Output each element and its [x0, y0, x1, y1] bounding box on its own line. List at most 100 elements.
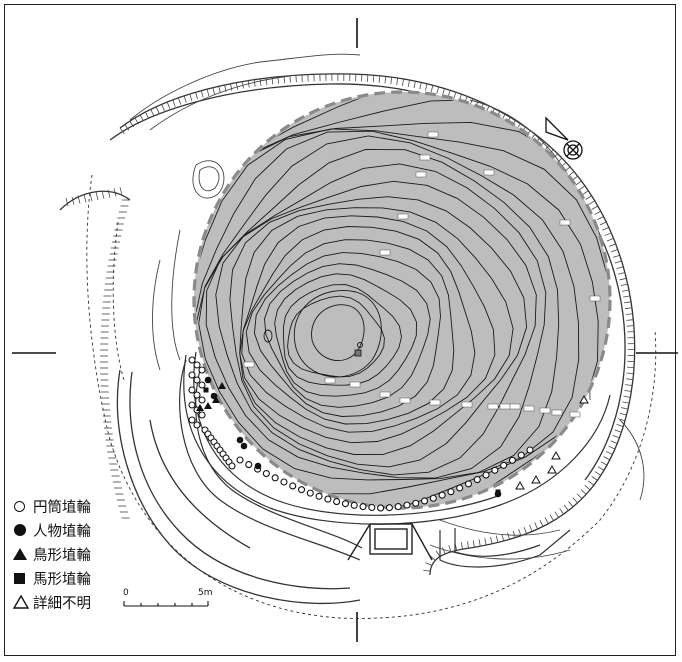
hachure-tick [435, 550, 441, 557]
hachure-tick [575, 180, 582, 186]
bird-haniwa-marker [218, 382, 226, 389]
cylindrical-haniwa-marker [315, 492, 323, 500]
legend: 円筒埴輪 人物埴輪 鳥形埴輪 馬形埴輪 詳細不明 [12, 494, 91, 614]
elevation-label-box [569, 411, 581, 418]
hachure-tick [614, 260, 622, 264]
cylindrical-haniwa-marker [193, 391, 201, 399]
hachure-tick [265, 78, 268, 86]
hachure-tick [625, 384, 633, 386]
elevation-label-box [499, 403, 511, 410]
hachure-tick [597, 466, 605, 471]
hachure-tick [442, 88, 445, 96]
unknown-haniwa-marker [515, 480, 525, 490]
hachure-tick [183, 95, 187, 103]
hachure-tick [139, 114, 144, 122]
cylindrical-haniwa-marker [198, 396, 206, 404]
cylindrical-haniwa-marker [491, 466, 499, 474]
hachure-tick [495, 535, 499, 543]
human-haniwa-marker [236, 436, 244, 444]
elevation-label-box [487, 403, 499, 410]
hachure-tick [119, 187, 123, 196]
cylindrical-haniwa-marker [420, 497, 429, 505]
contour-line [205, 163, 547, 479]
causeway-structure [347, 523, 433, 561]
hachure-tick [218, 86, 221, 94]
hachure-tick [600, 461, 608, 466]
cylindrical-haniwa-marker [412, 499, 420, 507]
cylindrical-haniwa-marker [297, 486, 306, 494]
hachure-tick [544, 517, 549, 524]
legend-label: 馬形埴輪 [33, 571, 91, 588]
slope-hachures [65, 73, 635, 572]
elevation-labels [243, 131, 601, 418]
contour-line [215, 180, 537, 476]
hachure-tick [384, 76, 387, 84]
legend-label: 鳥形埴輪 [33, 547, 91, 564]
hachure-tick [124, 124, 130, 131]
elevation-label-box [379, 391, 391, 398]
cylindrical-haniwa-marker [289, 482, 297, 490]
hachure-tick [518, 529, 522, 536]
hachure-tick [166, 101, 171, 109]
legend-item-cylindrical-haniwa: 円筒埴輪 [12, 494, 91, 518]
contour-line [274, 273, 417, 397]
hachure-tick [200, 90, 204, 98]
crosshair-marks [12, 18, 678, 642]
hachure-tick [89, 193, 93, 202]
mound-summit [263, 290, 382, 378]
cylindrical-haniwa-marker [188, 356, 196, 364]
hachure-tick [578, 185, 586, 191]
hachure-tick [425, 562, 433, 566]
hachure-tick [65, 197, 69, 207]
hachure-tick [413, 81, 416, 89]
cylindrical-haniwa-marker [271, 474, 279, 482]
cylindrical-haniwa-marker [500, 461, 508, 469]
hachure-tick [134, 117, 139, 125]
hachure-tick [599, 221, 607, 226]
hachure-tick [119, 127, 125, 134]
elevation-label-box [523, 405, 535, 412]
hachure-tick [591, 205, 598, 210]
hachure-tick [172, 99, 176, 107]
hachure-tick [283, 76, 285, 84]
cylindrical-haniwa-marker [350, 501, 358, 509]
horse-haniwa-marker [495, 489, 501, 495]
hachure-tick [610, 440, 618, 444]
filled-circle-icon [12, 522, 30, 538]
hachure-tick [95, 191, 99, 201]
human-haniwa-marker [204, 376, 212, 384]
cylindrical-haniwa-marker [193, 421, 201, 429]
cylindrical-haniwa-marker [394, 503, 402, 511]
elevation-label-box [415, 171, 427, 178]
north-arrow-icon [545, 116, 583, 160]
cylindrical-haniwa-marker [447, 488, 455, 496]
bird-haniwa-marker [196, 404, 204, 411]
hachure-tick [568, 501, 574, 508]
cylindrical-haniwa-marker [198, 411, 206, 419]
bird-haniwa-marker [212, 396, 220, 403]
hachure-tick [549, 514, 554, 521]
hachure-tick [612, 254, 620, 258]
hachure-tick [212, 87, 215, 95]
legend-item-horse-haniwa: 馬形埴輪 [12, 566, 91, 590]
contour-line [239, 215, 496, 444]
hachure-tick [622, 401, 630, 404]
elevation-label-box [243, 361, 255, 368]
hachure-tick [436, 86, 440, 94]
hachure-tick [523, 527, 527, 534]
hachure-tick [113, 188, 117, 197]
hachure-tick [614, 429, 622, 433]
hachure-tick [623, 395, 631, 398]
hachure-tick [572, 497, 578, 504]
hachure-tick [621, 407, 629, 410]
hachure-tick [604, 232, 612, 236]
hachure-tick [616, 424, 624, 427]
contour-line [229, 196, 528, 468]
cylindrical-haniwa-marker [245, 461, 253, 469]
hachure-tick [407, 79, 410, 87]
cylindrical-haniwa-marker [188, 416, 196, 424]
unknown-haniwa-marker [579, 394, 589, 404]
hachure-tick [101, 190, 105, 199]
hachure-tick [507, 532, 510, 540]
